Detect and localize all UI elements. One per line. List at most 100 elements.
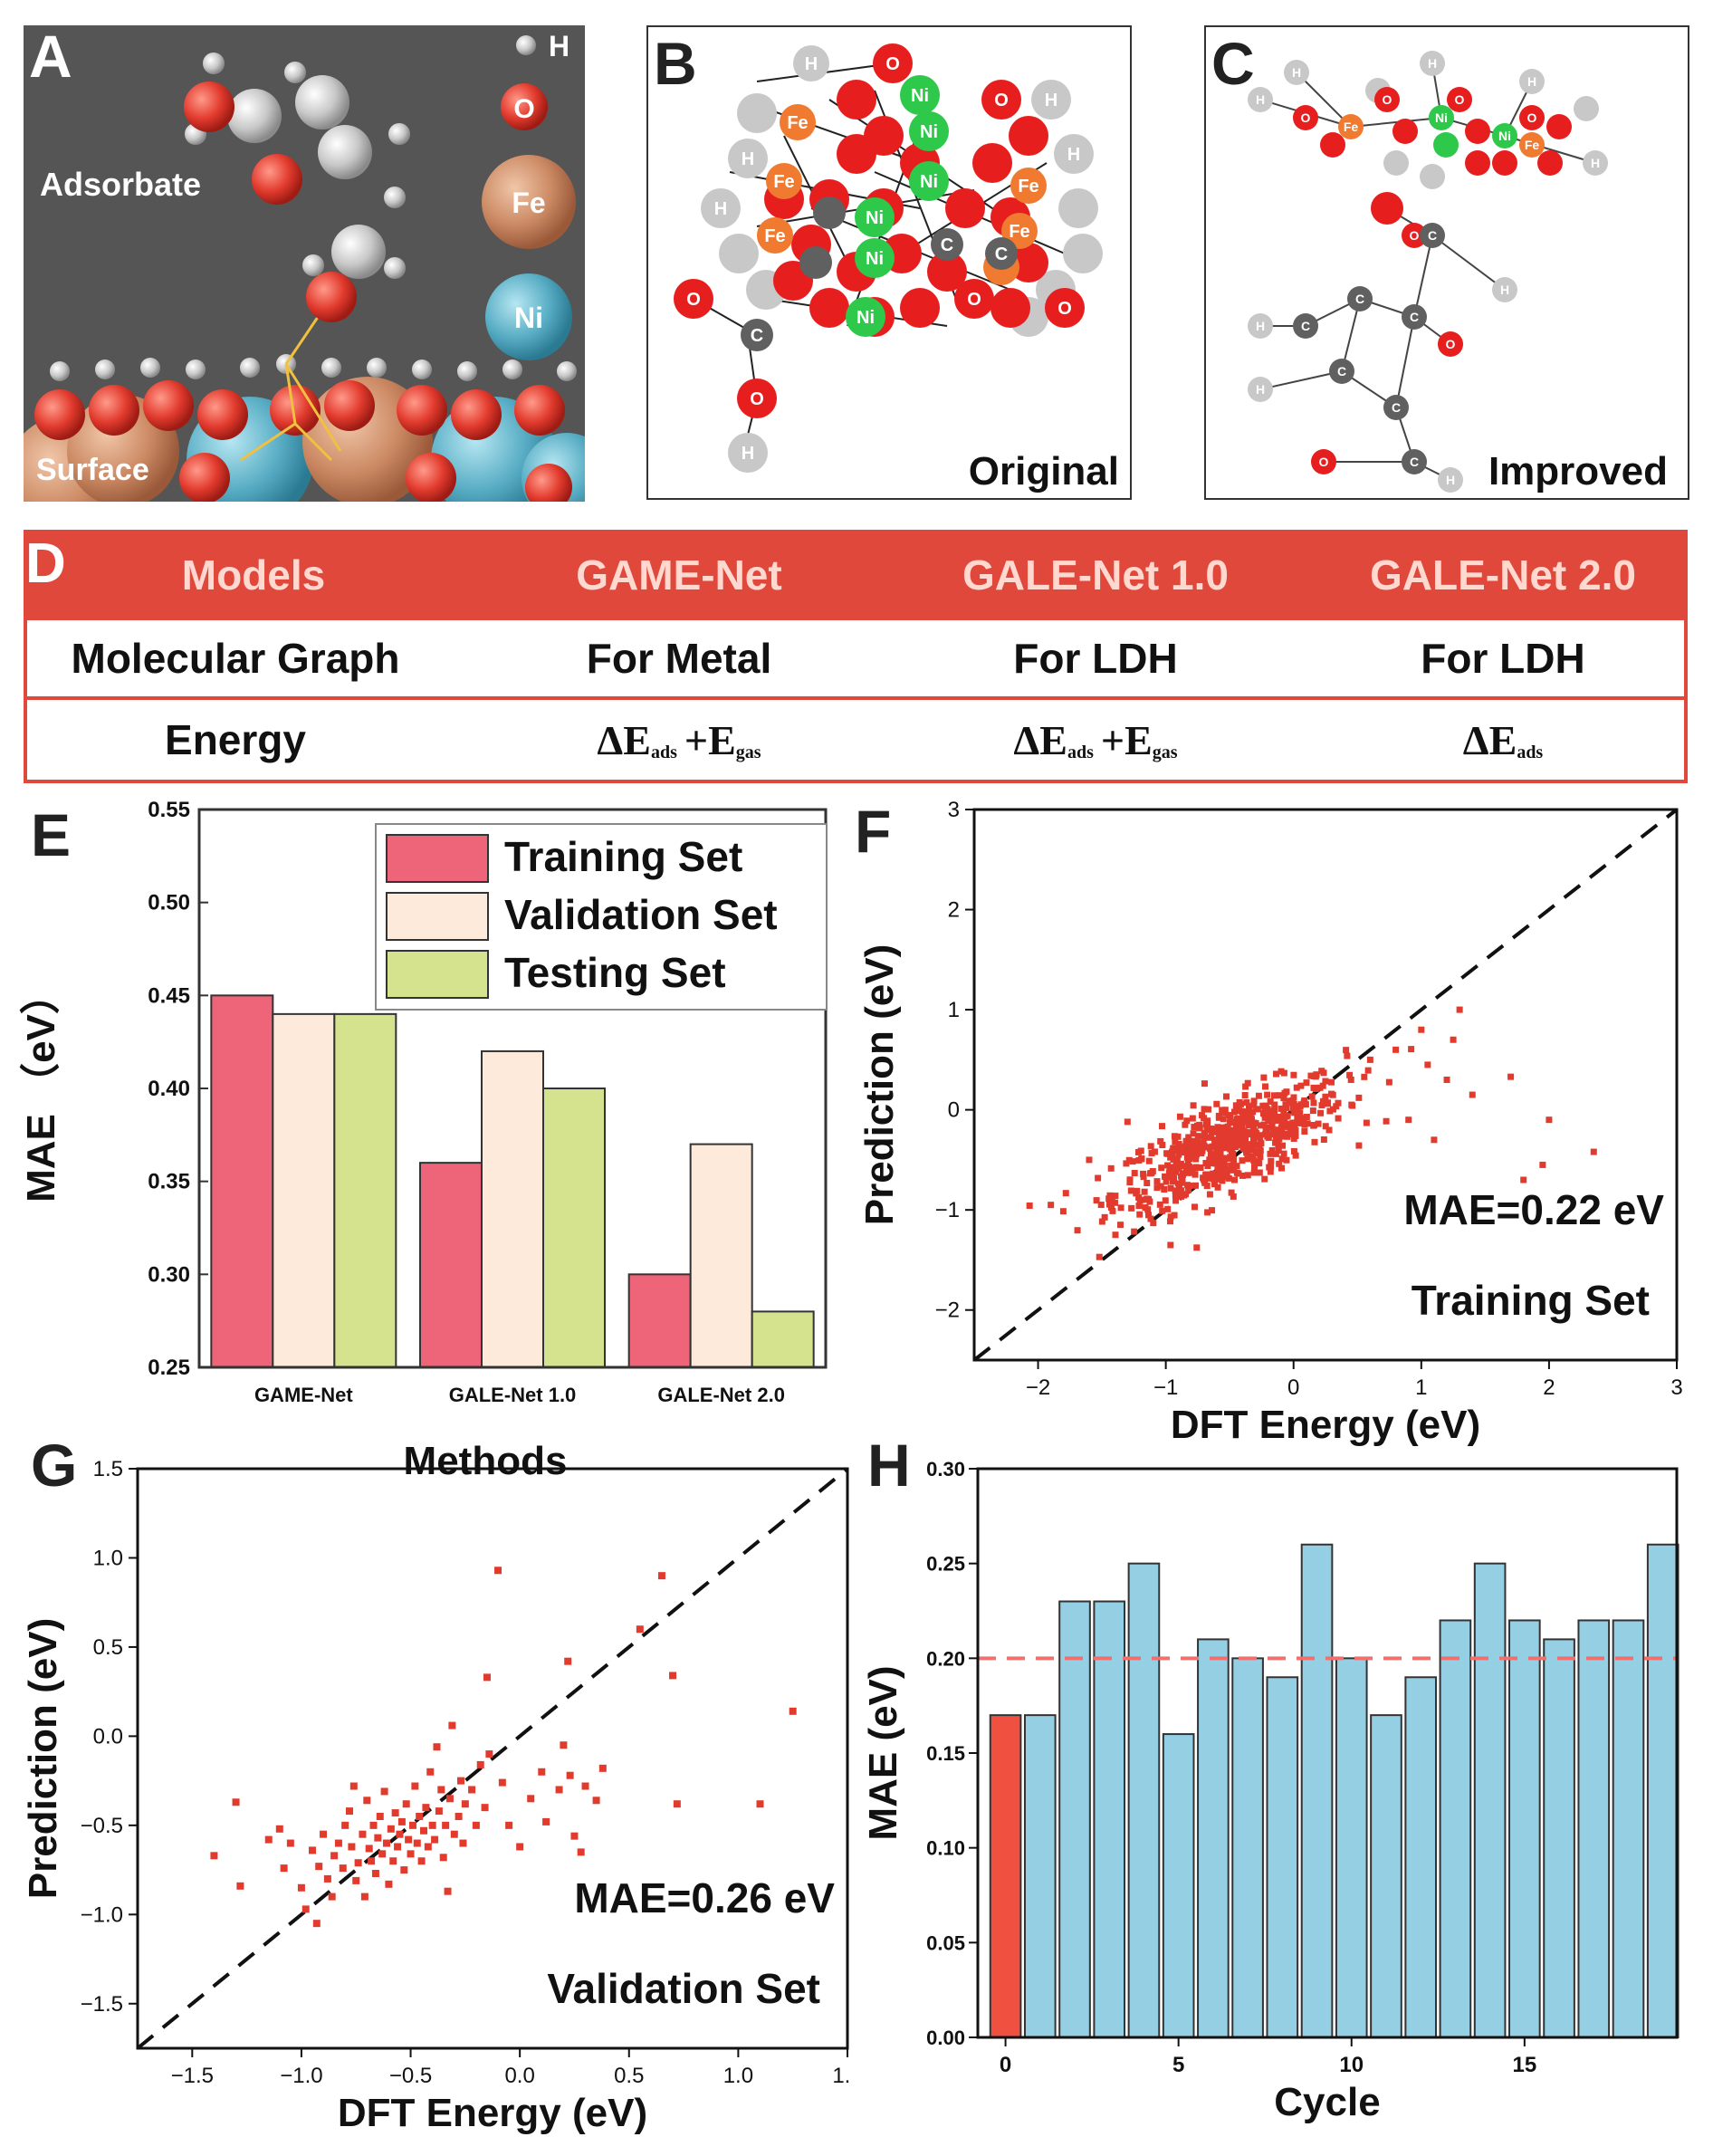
data-point [1214,1147,1221,1155]
caption-improved: Improved [1488,449,1668,493]
data-point [538,1768,546,1776]
data-point [1168,1174,1175,1181]
data-point [1343,1047,1350,1054]
data-point [1135,1193,1143,1201]
svg-text:H: H [1446,473,1455,487]
data-point [1539,1161,1546,1168]
data-point [494,1567,502,1575]
data-point [1329,1091,1336,1098]
panel-a-structure: Adsorbate Surface H O Fe Ni [24,30,585,502]
data-point [1109,1207,1116,1214]
data-point [1318,1068,1325,1075]
data-point [1297,1082,1305,1089]
data-point [1185,1164,1192,1171]
svg-text:Fe: Fe [1018,177,1038,196]
svg-text:O: O [1057,299,1072,319]
data-point [1111,1199,1118,1206]
data-point [455,1813,463,1820]
data-point [352,1876,360,1884]
data-point [450,1830,458,1838]
cycle-bar [1577,1619,1611,2038]
cell-energy-game-net: ΔE ads +E gas [597,716,761,763]
bar-testing-set [333,1012,397,1368]
data-point [1173,1155,1181,1163]
data-point [1274,1126,1281,1134]
bar-validation-set [481,1049,544,1368]
data-point [1191,1203,1199,1211]
data-point [1062,1190,1069,1197]
data-point [577,1848,585,1856]
data-point [1097,1202,1105,1209]
svg-text:H: H [742,444,754,464]
svg-text:C: C [1428,228,1437,243]
data-point [1283,1105,1290,1112]
data-point [1188,1151,1195,1158]
x-axis-label: Methods [404,1439,568,1483]
data-point [1179,1179,1186,1186]
data-point [1147,1143,1154,1150]
data-point [280,1864,288,1873]
data-point [1271,1101,1278,1108]
data-point [1257,1154,1264,1161]
data-point [1171,1133,1178,1140]
svg-text:C: C [1301,319,1310,333]
cycle-bar [989,1714,1022,2038]
data-point [1211,1153,1219,1160]
data-point [1366,1056,1373,1063]
data-point [374,1834,382,1842]
svg-text:Ni: Ni [1435,110,1448,125]
svg-text:H: H [805,54,818,74]
data-point [1261,1107,1268,1115]
data-point [1260,1074,1268,1081]
data-point [1134,1148,1142,1155]
data-point [1172,1197,1180,1204]
data-point [1229,1145,1236,1152]
svg-text:H: H [1500,283,1509,297]
data-point [1174,1180,1182,1187]
data-point [1136,1211,1144,1218]
data-point [1211,1136,1219,1144]
data-point [363,1797,371,1805]
data-point [1242,1083,1249,1090]
y-tick-label: 0.50 [148,891,190,915]
data-point [1267,1150,1274,1157]
data-point [1048,1202,1055,1209]
data-point [354,1859,362,1867]
data-point [1244,1155,1251,1163]
panel-letter-c: C [1211,30,1255,97]
data-point [1201,1106,1208,1113]
data-point [323,1874,331,1883]
data-point [1279,1142,1287,1149]
svg-text:O: O [967,290,981,310]
x-axis-label: DFT Energy (eV) [338,2091,647,2135]
data-point [1174,1133,1182,1140]
data-point [1170,1145,1177,1152]
data-point [1074,1227,1081,1234]
data-point [1131,1228,1138,1235]
data-point [345,1807,353,1816]
data-point [657,1572,665,1580]
data-point [1210,1170,1217,1177]
data-point [1363,1119,1370,1126]
data-point [433,1743,441,1751]
data-point [383,1839,391,1847]
svg-text:Ni: Ni [866,208,884,228]
data-point [1346,1071,1354,1078]
data-point [1192,1155,1200,1163]
data-point [1163,1178,1170,1185]
data-point [1125,1156,1133,1164]
data-point [1293,1084,1300,1091]
y-tick-label: −2 [935,1298,960,1323]
data-point [1249,1125,1257,1132]
legend-label: Testing Set [504,949,726,996]
data-point [485,1750,493,1758]
mae-annotation: MAE=0.22 eV [1403,1186,1664,1233]
data-point [1159,1207,1166,1214]
data-point [1172,1191,1179,1198]
cell-energy-gale-net-1: ΔE ads +E gas [1013,716,1178,763]
data-point [1218,1172,1225,1179]
cycle-bar [1023,1714,1057,2038]
data-point [483,1673,491,1682]
data-point [1282,1131,1289,1138]
svg-text:H: H [1527,74,1536,89]
